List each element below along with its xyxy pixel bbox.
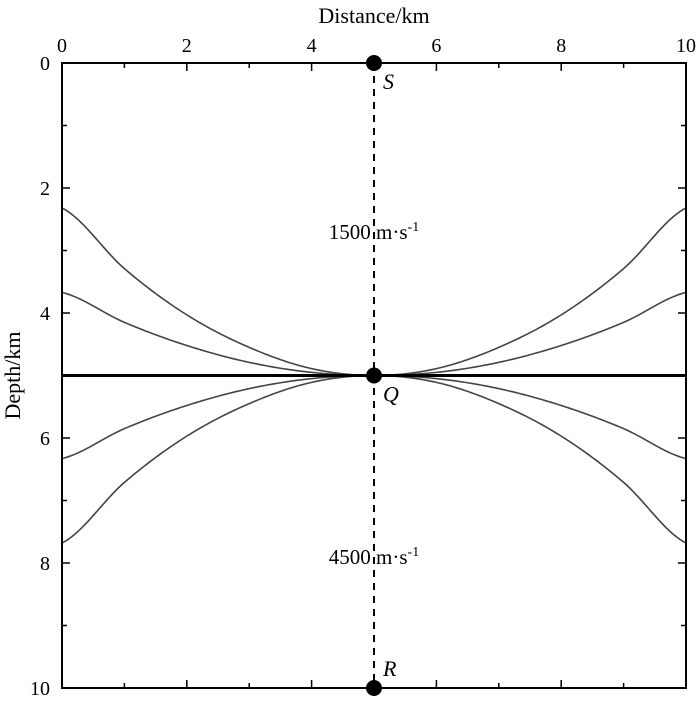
x-tick-label: 4 [307,35,317,57]
velocity-annotation-upper-superscript: -1 [408,220,420,235]
velocity-annotation-upper: 1500 m·s-1 [329,220,419,244]
point-group: S Q R [366,55,399,696]
tick-label-group: 0 2 4 6 8 10 0 2 4 6 8 10 [30,35,696,700]
y-tick-label: 6 [40,428,50,450]
velocity-annotation-upper-text: 1500 m·s [329,220,408,244]
x-axis-label: Distance/km [318,3,429,28]
x-tick-label: 8 [556,35,566,57]
tick-group [61,62,687,689]
y-tick-label: 8 [40,553,50,575]
x-tick-label: 0 [57,35,67,57]
point-r-marker [366,680,382,696]
velocity-annotation-lower-superscript: -1 [408,545,420,560]
point-s-marker [366,55,382,71]
x-tick-label: 6 [431,35,441,57]
y-tick-label: 4 [40,303,50,325]
velocity-annotation-lower: 4500 m·s-1 [329,545,419,569]
velocity-annotation-lower-text: 4500 m·s [329,545,408,569]
x-tick-label: 10 [676,35,696,57]
point-s-label: S [383,69,394,94]
x-tick-label: 2 [182,35,192,57]
point-q-marker [366,367,382,384]
y-axis-label: Depth/km [0,332,25,420]
y-tick-label: 0 [40,53,50,75]
point-r-label: R [382,656,397,681]
point-q-label: Q [383,382,399,407]
y-tick-label: 10 [30,678,50,700]
y-tick-label: 2 [40,178,50,200]
